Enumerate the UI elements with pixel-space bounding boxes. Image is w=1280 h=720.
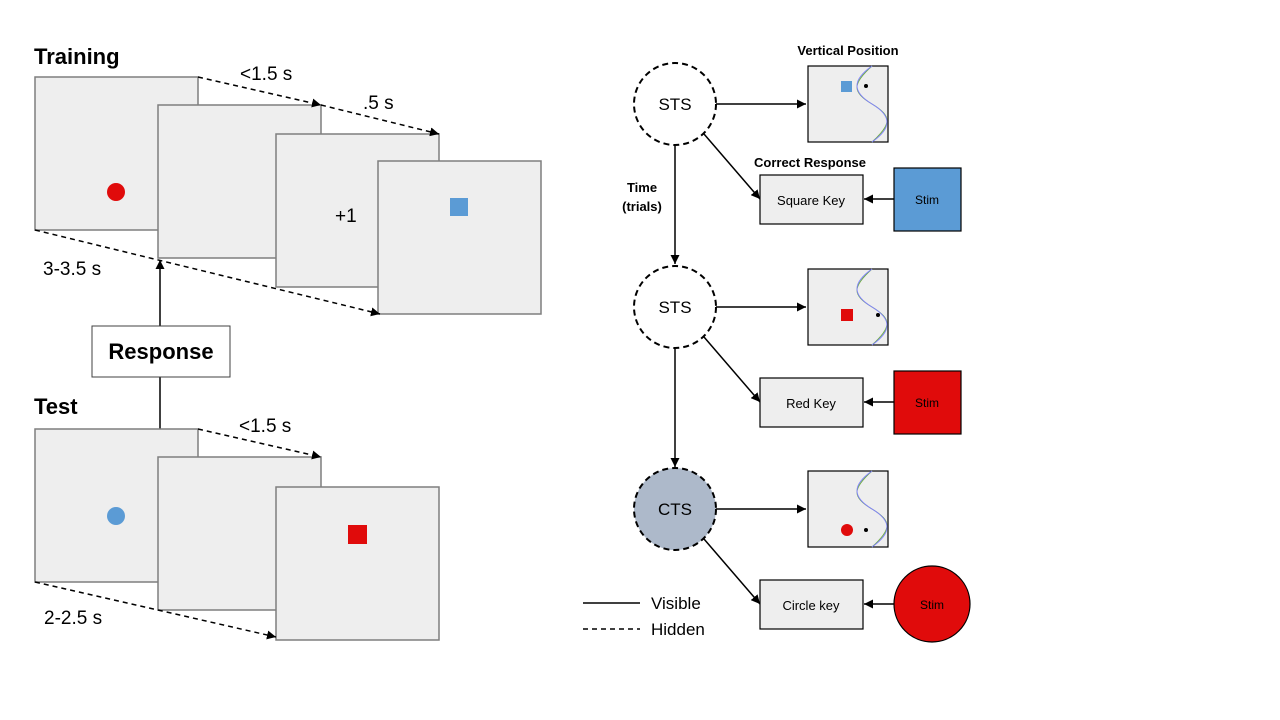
training-time-2: .5 s [363,93,394,114]
test-time-1: <1.5 s [239,416,291,437]
training-time-1: <1.5 s [240,64,292,85]
red-square-stimulus [348,525,367,544]
test-screen-3 [275,486,440,641]
position-panel-1 [807,65,889,143]
response-arrow-3 [703,538,761,605]
response-box [91,325,231,378]
blue-square-stimulus [450,198,468,216]
training-dashed-arrow-2 [320,104,440,137]
blue-square-marker [841,81,852,92]
training-screen-4 [377,160,542,315]
sts-node-1-label: STS [658,95,691,114]
training-title: Training [34,44,120,69]
training-dashed-arrow-1 [197,76,322,108]
square-key-label: Square Key [777,193,845,208]
red-key-label: Red Key [786,396,836,411]
red-circle-marker [841,524,853,536]
red-square-marker [841,309,853,321]
red-stim-label: Stim [915,396,939,410]
position-dot [876,313,880,317]
training-time-3: 3-3.5 s [43,259,101,280]
circle-key-box [759,579,864,630]
feedback-label: +1 [335,206,357,227]
correct-response-label: Correct Response [754,155,866,170]
red-key-box [759,377,864,428]
test-time-2: 2-2.5 s [44,608,102,629]
blue-stim-box [893,167,962,232]
position-dot [864,528,868,532]
test-dashed-arrow-1 [197,428,322,460]
response-label: Response [108,339,213,364]
response-arrow-2 [703,336,761,403]
cts-node-label: CTS [658,500,692,519]
time-label: Time [627,180,657,195]
blue-stim-label: Stim [915,193,939,207]
test-title: Test [34,394,78,419]
legend-visible-label: Visible [651,594,701,613]
position-dot [864,84,868,88]
red-circle-stimulus [107,183,125,201]
vertical-position-label: Vertical Position [797,43,898,58]
position-panel-2 [807,268,889,346]
trials-label: (trials) [622,199,662,214]
sts-node-2-label: STS [658,298,691,317]
red-stim-box [893,370,962,435]
blue-circle-stimulus [107,507,125,525]
blue-distribution-curve [856,470,888,548]
legend-hidden-label: Hidden [651,620,705,639]
blue-distribution-curve [856,65,888,143]
blue-distribution-curve [856,268,888,346]
red-stim-circle [893,565,971,643]
square-key-box [759,174,864,225]
circle-key-label: Circle key [782,598,840,613]
red-stim-circle-label: Stim [920,598,944,612]
response-arrow-1 [703,133,761,200]
